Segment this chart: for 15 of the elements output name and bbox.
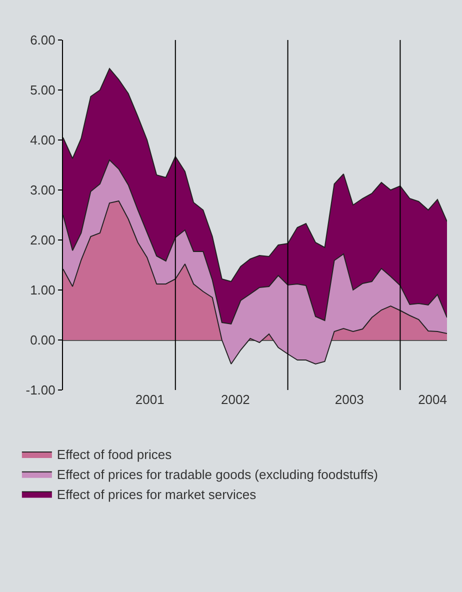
y-tick-label: 3.00 bbox=[30, 182, 56, 198]
legend-label: Effect of prices for market services bbox=[56, 486, 257, 502]
y-tick-label: 1.00 bbox=[30, 282, 56, 298]
y-tick-label: 6.00 bbox=[30, 32, 56, 48]
x-tick-label: 2002 bbox=[220, 392, 250, 407]
x-tick-label: 2004 bbox=[418, 392, 447, 407]
y-tick-label: 4.00 bbox=[30, 132, 56, 148]
y-tick-label: 5.00 bbox=[30, 82, 56, 98]
y-tick-label: 0.00 bbox=[30, 332, 56, 348]
legend-label: Effect of prices for tradable goods (excluding foodstuffs) bbox=[56, 466, 378, 482]
x-tick-label: 2003 bbox=[334, 392, 364, 407]
x-tick-label: 2001 bbox=[135, 392, 164, 407]
y-tick-label: 2.00 bbox=[30, 232, 56, 248]
legend-label: Effect of food prices bbox=[56, 447, 172, 462]
y-tick-label: -1.00 bbox=[26, 382, 56, 398]
